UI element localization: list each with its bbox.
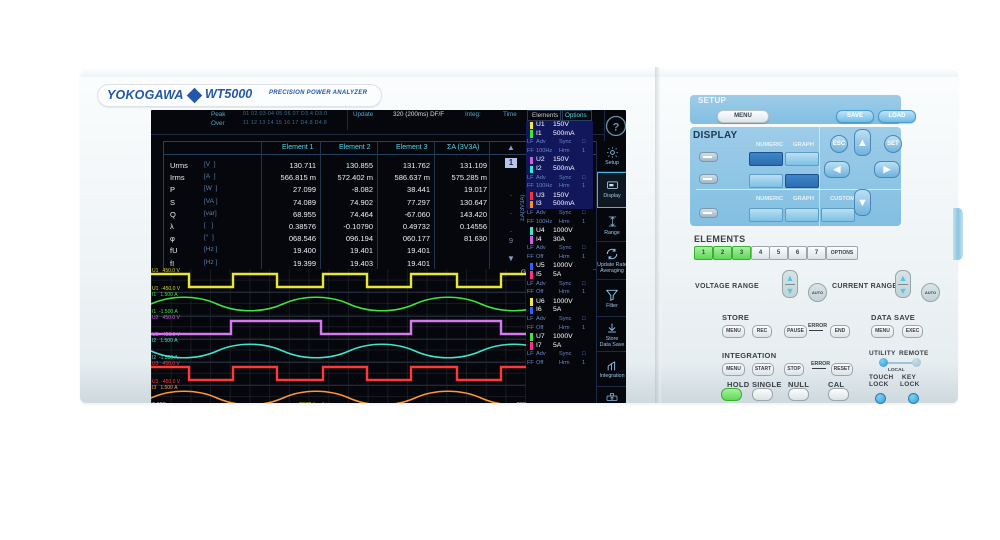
svg-text:?: ? (613, 121, 620, 133)
